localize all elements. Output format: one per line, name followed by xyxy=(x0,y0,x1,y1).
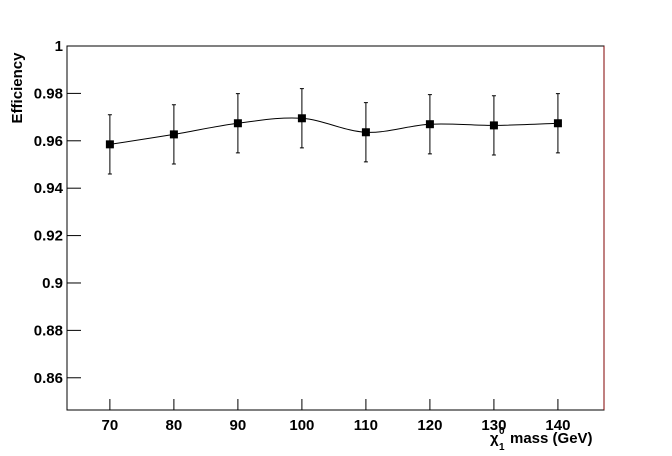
marker xyxy=(553,119,562,128)
marker xyxy=(297,114,306,123)
x-tick-label: 90 xyxy=(230,417,247,434)
y-tick-label: 0.96 xyxy=(34,133,63,150)
marker xyxy=(105,140,114,149)
x-tick-label: 140 xyxy=(545,417,570,434)
y-tick-label: 0.94 xyxy=(34,180,64,197)
x-label-text: mass (GeV) xyxy=(510,430,593,447)
frame xyxy=(66,45,605,411)
y-tick-label: 0.92 xyxy=(34,228,63,245)
x-tick-label: 120 xyxy=(417,417,442,434)
x-label-sub: 1 xyxy=(499,442,505,453)
y-axis-label: Efficiency xyxy=(9,52,26,124)
curve xyxy=(109,117,558,145)
x-tick-label: 100 xyxy=(289,417,314,434)
marker xyxy=(425,120,434,129)
x-axis-label: χ 0 1 mass (GeV) xyxy=(490,426,593,453)
y-tick-label: 0.9 xyxy=(42,275,63,292)
x-label-sup: 0 xyxy=(499,426,505,437)
y-tick-label: 0.88 xyxy=(34,322,63,339)
y-tick-label: 0.98 xyxy=(34,85,63,102)
x-tick-label: 130 xyxy=(481,417,506,434)
marker xyxy=(361,128,370,137)
marker xyxy=(233,119,242,128)
x-label-symbol: χ xyxy=(490,430,499,447)
x-tick-label: 70 xyxy=(102,417,119,434)
marker xyxy=(489,121,498,130)
marker xyxy=(169,130,178,139)
x-tick-label: 110 xyxy=(354,417,378,434)
y-tick-label: 0.86 xyxy=(34,370,63,387)
y-tick-label: 1 xyxy=(55,38,63,55)
x-tick-label: 80 xyxy=(166,417,183,434)
